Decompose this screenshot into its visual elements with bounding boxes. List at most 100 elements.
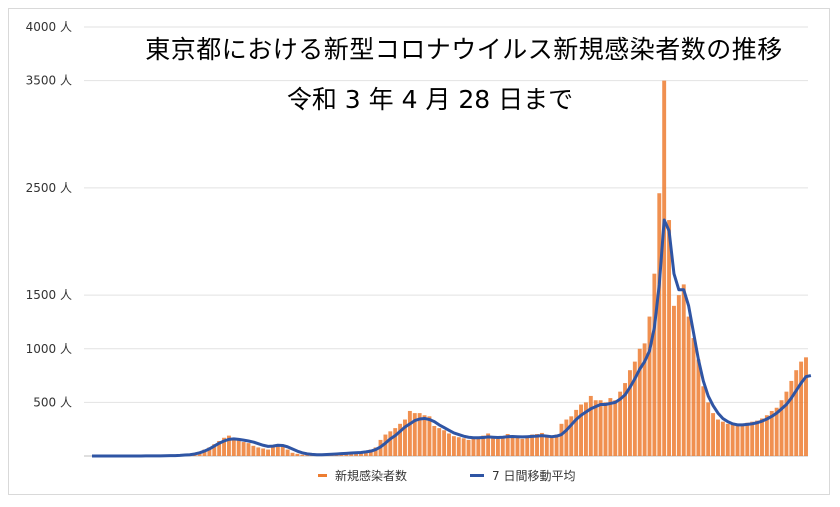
bar: [583, 402, 588, 456]
bar: [447, 433, 451, 456]
bar: [632, 361, 637, 456]
bar: [637, 348, 642, 456]
bar: [520, 438, 525, 456]
bar: [564, 419, 569, 456]
bar: [676, 295, 681, 456]
bar: [691, 338, 696, 456]
bar: [799, 361, 804, 456]
bar: [574, 409, 579, 456]
bar: [491, 437, 495, 456]
bar: [246, 443, 251, 456]
bar: [295, 453, 300, 456]
bar: [623, 383, 628, 456]
bar: [515, 437, 520, 456]
bar: [285, 449, 290, 456]
bar: [373, 447, 378, 456]
y-tick-label: 2500 人: [26, 181, 72, 195]
chart-title: 東京都における新型コロナウイルス新規感染者数の推移: [145, 35, 783, 64]
bar: [725, 423, 730, 456]
bar: [769, 410, 774, 456]
bar: [505, 434, 510, 456]
bar: [393, 428, 398, 456]
bar: [535, 434, 539, 456]
bar: [266, 449, 271, 456]
bar: [476, 436, 481, 456]
bar: [730, 423, 735, 456]
bar: [706, 402, 711, 456]
bar: [569, 416, 574, 456]
bar: [804, 357, 808, 456]
legend-line-swatch: [470, 474, 484, 477]
legend-label-moving-average: 7 日間移動平均: [492, 469, 576, 483]
bar: [481, 435, 486, 456]
bar: [207, 447, 212, 456]
bar: [525, 436, 530, 456]
bar: [608, 398, 613, 456]
bar: [696, 359, 701, 456]
bar: [735, 424, 740, 456]
bar: [647, 316, 652, 456]
bar: [500, 437, 505, 456]
legend-label-new-cases: 新規感染者数: [335, 469, 408, 483]
bar: [764, 415, 769, 456]
bar: [603, 402, 608, 456]
bar: [774, 407, 779, 456]
bar: [701, 386, 706, 456]
bar: [784, 391, 789, 456]
bar: [755, 420, 760, 456]
bar: [354, 453, 359, 456]
y-tick-label: 500 人: [33, 395, 72, 409]
bar: [598, 400, 603, 456]
chart-subtitle: 令和 3 年 4 月 28 日まで: [286, 85, 574, 114]
bar: [657, 193, 662, 457]
y-tick-label: 4000 人: [26, 20, 72, 34]
bar: [720, 421, 725, 456]
bar: [398, 423, 403, 456]
bar: [456, 437, 461, 456]
bar: [461, 438, 466, 456]
bar: [256, 447, 261, 456]
bar: [740, 423, 745, 456]
bar: [280, 445, 285, 456]
bar: [652, 273, 657, 456]
bar: [466, 439, 471, 456]
y-tick-label: 3500 人: [26, 74, 72, 88]
bar: [363, 451, 368, 456]
bar: [251, 445, 256, 456]
bar: [212, 444, 217, 456]
bar: [642, 343, 647, 456]
bar: [618, 391, 623, 456]
bar: [662, 80, 667, 456]
bar: [202, 449, 207, 456]
bar: [261, 448, 266, 456]
bar: [486, 433, 491, 456]
bar: [407, 410, 412, 456]
bar: [554, 434, 559, 456]
bar: [711, 413, 716, 456]
bar: [750, 421, 755, 456]
bar: [579, 404, 583, 456]
bar: [241, 442, 246, 456]
bar: [236, 439, 241, 456]
bar: [231, 438, 236, 456]
legend-item-moving-average: 7 日間移動平均: [470, 467, 575, 484]
bar: [716, 419, 720, 456]
bar: [510, 436, 515, 456]
moving-average-line: [92, 218, 812, 458]
legend-item-new-cases: 新規感染者数: [318, 467, 407, 484]
bar: [275, 444, 280, 456]
y-tick-label: 1500 人: [26, 288, 72, 302]
bar: [422, 415, 427, 456]
bar: [588, 395, 593, 456]
bar: [368, 449, 373, 456]
bar: [745, 422, 750, 456]
bar: [412, 413, 417, 456]
bar: [437, 428, 442, 456]
bar: [530, 434, 535, 456]
bar: [613, 400, 618, 456]
bar: [300, 454, 305, 456]
bar: [539, 432, 544, 456]
bar: [593, 400, 598, 456]
bar: [471, 437, 476, 456]
